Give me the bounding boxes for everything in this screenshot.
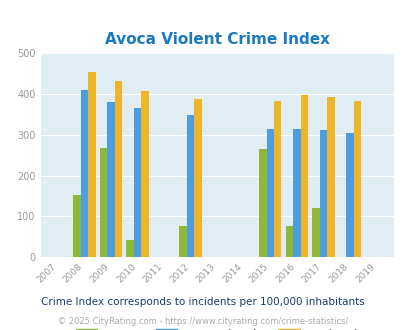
Bar	[107, 102, 115, 257]
Bar	[258, 149, 266, 257]
Bar	[194, 99, 201, 257]
Text: © 2025 CityRating.com - https://www.cityrating.com/crime-statistics/: © 2025 CityRating.com - https://www.city…	[58, 317, 347, 326]
Bar	[179, 226, 186, 257]
Bar	[300, 95, 307, 257]
Bar	[141, 91, 148, 257]
Bar	[285, 226, 292, 257]
Title: Avoca Violent Crime Index: Avoca Violent Crime Index	[104, 32, 329, 48]
Bar	[73, 195, 81, 257]
Bar	[100, 148, 107, 257]
Bar	[186, 115, 194, 257]
Bar	[273, 101, 281, 257]
Bar	[134, 108, 141, 257]
Bar	[319, 130, 326, 257]
Bar	[326, 97, 334, 257]
Bar	[81, 90, 88, 257]
Bar	[345, 133, 353, 257]
Legend: Avoca, Pennsylvania, National: Avoca, Pennsylvania, National	[76, 329, 358, 330]
Bar	[311, 208, 319, 257]
Bar	[292, 129, 300, 257]
Bar	[88, 73, 95, 257]
Bar	[126, 240, 134, 257]
Bar	[353, 102, 360, 257]
Text: Crime Index corresponds to incidents per 100,000 inhabitants: Crime Index corresponds to incidents per…	[41, 297, 364, 307]
Bar	[266, 129, 273, 257]
Bar	[115, 81, 122, 257]
